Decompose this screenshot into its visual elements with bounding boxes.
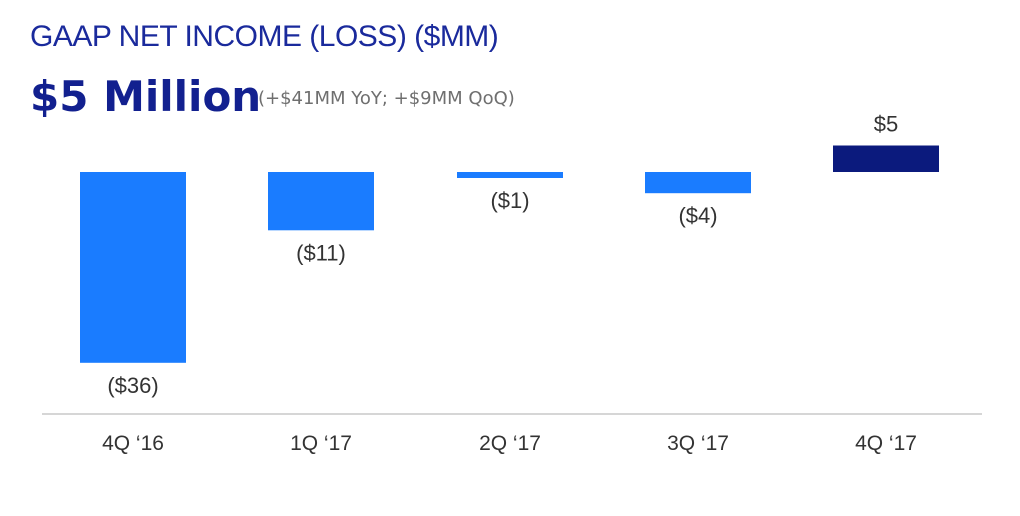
category-label-1: 4Q ‘16 [102,432,164,455]
category-label-4: 3Q ‘17 [667,432,729,455]
category-label-3: 2Q ‘17 [479,432,541,455]
bar-2 [268,172,374,231]
bar-1 [80,172,186,363]
data-label-5: $5 [874,112,898,137]
chart-title: GAAP NET INCOME (LOSS) ($MM) [30,20,499,53]
bar-5 [833,145,939,172]
category-label-2: 1Q ‘17 [290,432,352,455]
data-label-1: ($36) [107,373,158,398]
headline-value: $5 Million [30,72,262,121]
category-label-5: 4Q ‘17 [855,432,917,455]
bar-3 [457,172,563,178]
headline-change-note: (+$41MM YoY; +$9MM QoQ) [258,88,515,109]
bar-4 [645,172,751,194]
data-label-4: ($4) [678,203,717,228]
data-label-2: ($11) [296,240,346,265]
data-label-3: ($1) [490,188,529,213]
